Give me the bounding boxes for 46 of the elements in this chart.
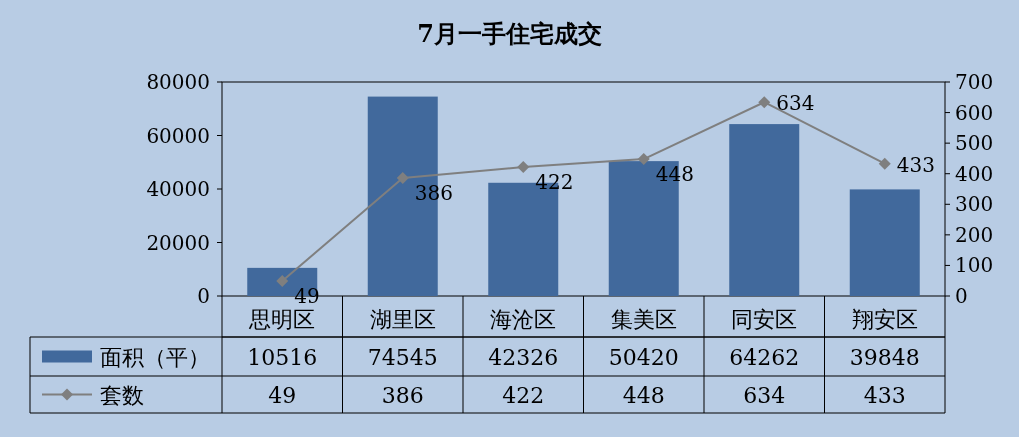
bar: [849, 189, 920, 296]
chart-title: 7月一手住宅成交: [417, 19, 602, 48]
data-label: 422: [502, 382, 545, 408]
annotation: 433: [896, 152, 935, 177]
x-tick-label: 同安区: [731, 307, 798, 332]
data-label: 74545: [367, 344, 438, 370]
data-label: 10516: [247, 344, 318, 370]
data-label: 64262: [729, 344, 800, 370]
data-label: 634: [743, 382, 786, 408]
y-tick-label: 60000: [146, 123, 210, 148]
bar: [729, 124, 800, 296]
data-label: 42326: [488, 344, 559, 370]
y2-tick-label: 0: [955, 284, 968, 308]
y2-tick-label: 400: [955, 161, 994, 186]
x-tick-label: 思明区: [248, 307, 316, 332]
annotation: 49: [294, 284, 320, 309]
point: [396, 171, 409, 184]
annotation: 422: [535, 169, 574, 194]
point: [517, 160, 530, 173]
annotation: 634: [776, 91, 815, 116]
point: [758, 96, 771, 109]
y2-tick-label: 500: [955, 131, 994, 156]
data-label: 49: [268, 382, 297, 408]
y2-tick-label: 600: [955, 100, 994, 125]
x-tick-label: 湖里区: [369, 307, 436, 332]
x-tick-label: 翔安区: [851, 307, 918, 332]
y-tick-label: 20000: [146, 230, 210, 255]
y-tick-label: 40000: [146, 177, 210, 201]
legend-label: 面积（平）: [100, 344, 210, 370]
y2-tick-label: 200: [955, 222, 994, 247]
x-tick-label: 海沧区: [490, 307, 557, 332]
x-tick-label: 集美区: [610, 307, 677, 332]
y2-tick-label: 300: [955, 192, 994, 217]
point: [637, 153, 650, 166]
point: [878, 157, 891, 170]
data-label: 448: [622, 382, 665, 408]
y2-tick-label: 700: [955, 70, 994, 94]
y2-tick-label: 100: [955, 253, 994, 278]
data-label: 50420: [608, 344, 679, 370]
y-tick-label: 0: [197, 284, 210, 308]
data-label: 386: [381, 382, 424, 408]
legend-label: 套数: [100, 382, 144, 408]
point: [276, 275, 289, 288]
y-tick-label: 80000: [146, 70, 210, 94]
data-label: 433: [863, 382, 906, 408]
data-label: 39848: [849, 344, 920, 370]
